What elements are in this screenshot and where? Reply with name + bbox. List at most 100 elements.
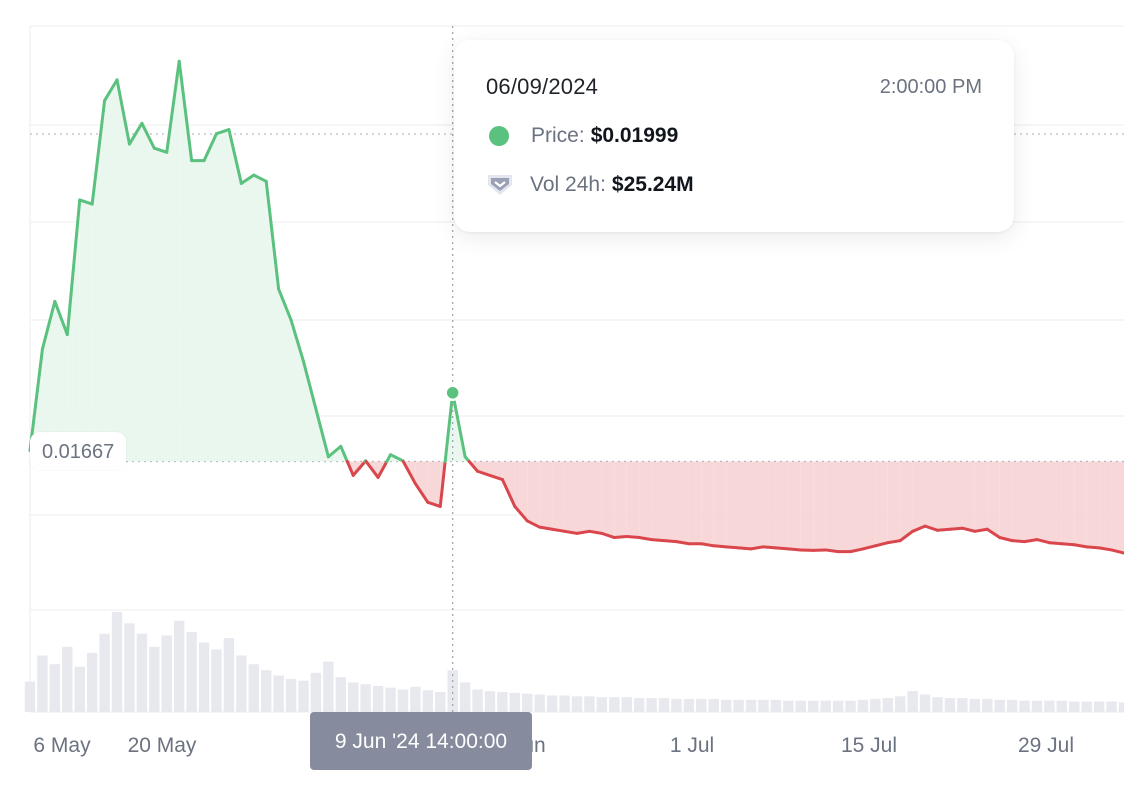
price-segment [960, 526, 977, 533]
volume-bar [86, 652, 98, 712]
price-segment [413, 482, 430, 504]
area-below-reference [664, 461, 677, 542]
price-segment [911, 524, 927, 533]
price-segment [140, 121, 156, 150]
volume-bar [994, 699, 1005, 712]
volume-bar [310, 672, 322, 712]
price-segment [824, 548, 840, 554]
volume-bar [372, 685, 384, 712]
area-above-reference [79, 199, 93, 462]
price-segment [538, 525, 554, 531]
volume-bar [584, 696, 595, 712]
price-segment [339, 444, 349, 464]
area-below-reference [713, 461, 727, 547]
area-below-reference [825, 461, 839, 552]
area-above-reference [67, 199, 80, 462]
x-tick-label: 20 May [128, 734, 197, 757]
area-below-reference [862, 461, 876, 549]
area-above-reference [54, 301, 68, 462]
area-above-reference [204, 133, 217, 462]
area-below-reference [1086, 461, 1100, 548]
price-segment [948, 526, 964, 531]
volume-bar [795, 700, 806, 712]
tooltip-price-value: $0.01999 [590, 124, 679, 147]
volume-bar [733, 699, 744, 712]
volume-bar [186, 632, 197, 712]
volume-bar [285, 678, 297, 712]
tooltip-volume-row: Vol 24h: $25.24M [486, 172, 694, 198]
volume-bar [559, 695, 570, 712]
area-below-reference [1061, 461, 1075, 545]
volume-bar [435, 692, 446, 712]
price-segment [737, 546, 753, 551]
price-segment [898, 529, 915, 543]
volume-bar [124, 623, 135, 712]
area-above-reference [228, 129, 242, 462]
volume-bar [708, 698, 719, 712]
area-below-reference [676, 461, 689, 544]
volume-bar [621, 697, 632, 712]
price-segment [426, 500, 442, 508]
volume-bar [658, 698, 670, 712]
price-segment [600, 531, 616, 540]
volume-bar [497, 692, 508, 712]
price-segment [202, 132, 218, 163]
price-segment [1010, 539, 1027, 544]
price-segment [65, 198, 82, 337]
area-below-reference [763, 461, 776, 548]
price-segment [488, 473, 504, 482]
hover-point [444, 384, 461, 402]
volume-bar [1106, 701, 1117, 712]
tooltip-time: 2:00:00 PM [879, 76, 982, 98]
price-segment [650, 538, 666, 543]
price-segment [177, 59, 194, 163]
price-segment [389, 453, 405, 463]
price-segment [103, 78, 119, 103]
price-segment [78, 198, 94, 206]
volume-bar [459, 682, 471, 712]
volume-bar [646, 698, 657, 712]
x-tick-label: 15 Jul [841, 734, 897, 757]
price-segment [252, 173, 268, 183]
area-above-reference [117, 79, 130, 462]
area-above-reference [266, 181, 279, 462]
price-segment [264, 179, 281, 291]
area-below-reference [726, 461, 739, 548]
price-segment [849, 547, 865, 554]
area-below-reference [626, 461, 640, 538]
volume-bar [783, 700, 794, 712]
volume-bar [919, 694, 931, 712]
price-segment [550, 527, 567, 533]
volume-bar [509, 692, 521, 712]
price-segment [115, 78, 131, 146]
volume-bar [720, 699, 732, 712]
area-below-reference [949, 461, 963, 530]
volume-bar [161, 635, 172, 712]
volume-bar [273, 675, 284, 712]
volume-bar [1044, 700, 1055, 712]
volume-bar [136, 633, 148, 712]
price-segment [998, 536, 1014, 543]
area-below-reference [415, 461, 428, 503]
volume-bar [857, 699, 869, 712]
area-below-reference [688, 461, 702, 544]
price-segment [302, 359, 318, 411]
price-segment [712, 544, 728, 549]
volume-bar [298, 680, 309, 712]
volume-bar [820, 700, 831, 712]
volume-bar [323, 661, 334, 712]
price-segment [525, 519, 542, 529]
volume-bar [907, 691, 918, 712]
price-segment [443, 391, 455, 464]
volume-bar [596, 697, 608, 712]
price-segment [40, 299, 57, 351]
price-segment [214, 128, 231, 136]
volume-bar [1093, 701, 1105, 712]
price-segment [476, 469, 492, 477]
area-above-reference [166, 61, 180, 462]
price-segment [923, 524, 940, 532]
volume-bar [683, 698, 695, 712]
area-below-reference [589, 461, 602, 534]
volume-bar [546, 695, 558, 712]
